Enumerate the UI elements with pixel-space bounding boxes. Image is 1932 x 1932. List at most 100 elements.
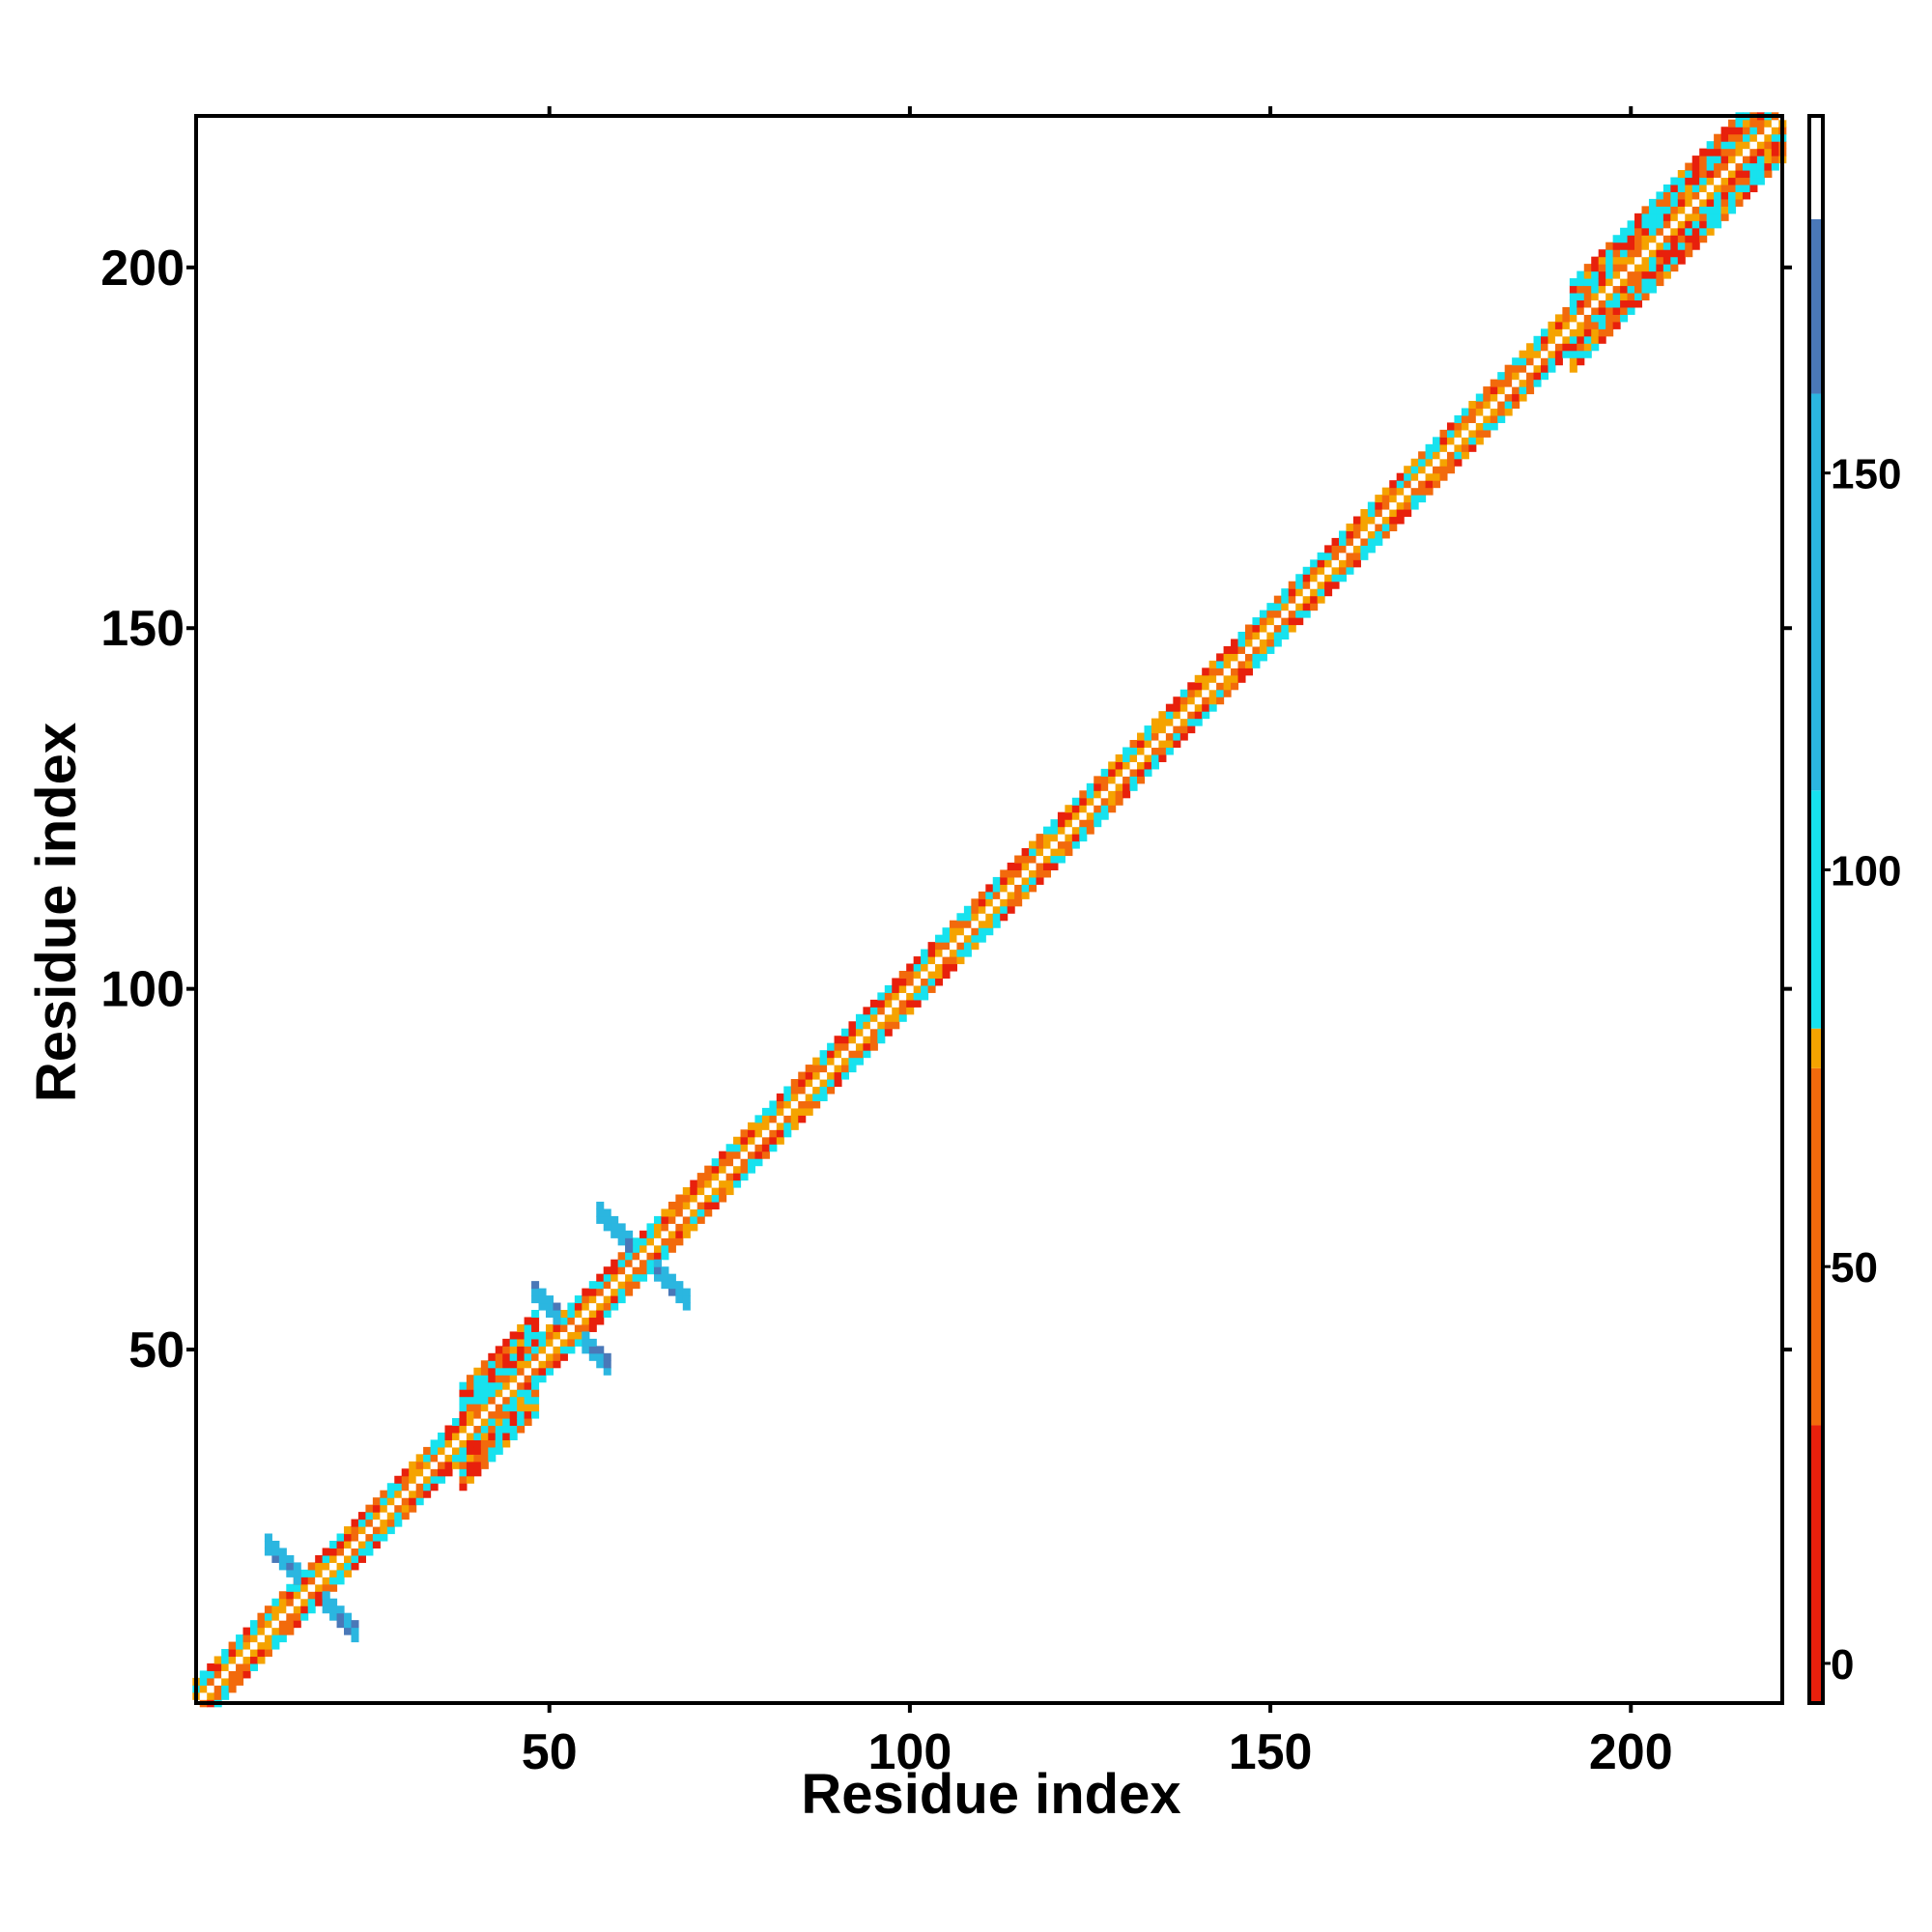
heatmap-cell (293, 1598, 301, 1606)
heatmap-cell (473, 1396, 482, 1405)
heatmap-cell (307, 1591, 316, 1600)
heatmap-cell (1691, 235, 1700, 243)
heatmap-cell (841, 1057, 850, 1065)
heatmap-cell (1706, 170, 1715, 179)
heatmap-cell (1208, 682, 1217, 691)
heatmap-cell (740, 1129, 749, 1138)
heatmap-cell (1771, 127, 1779, 135)
heatmap-cell (1699, 177, 1708, 185)
heatmap-cell (1483, 401, 1492, 410)
heatmap-cell (1641, 270, 1650, 279)
heatmap-cell (711, 1194, 720, 1203)
heatmap-cell (1223, 674, 1232, 683)
heatmap-cell (1100, 805, 1109, 813)
heatmap-cell (1461, 429, 1469, 438)
heatmap-cell (1728, 156, 1737, 164)
heatmap-cell (509, 1381, 518, 1390)
heatmap-cell (1648, 256, 1657, 265)
heatmap-cell (725, 1179, 734, 1188)
heatmap-cell (675, 1208, 684, 1217)
heatmap-cell (1728, 127, 1737, 135)
heatmap-cell (617, 1266, 626, 1275)
heatmap-cell (488, 1439, 497, 1448)
heatmap-feature-cell (329, 1605, 338, 1614)
heatmap-cell (1100, 797, 1109, 806)
heatmap-cell (221, 1649, 230, 1658)
heatmap-cell (1648, 227, 1657, 236)
heatmap-cell (357, 1554, 366, 1563)
heatmap-cell (776, 1115, 784, 1123)
heatmap-feature-cell (625, 1244, 634, 1253)
heatmap-cell (1100, 782, 1109, 791)
heatmap-feature-cell (271, 1540, 280, 1549)
heatmap-cell (329, 1554, 338, 1563)
heatmap-cell (1425, 472, 1434, 481)
heatmap-cell (538, 1352, 547, 1361)
heatmap-cell (1122, 768, 1131, 777)
heatmap-cell (1569, 285, 1577, 294)
heatmap-cell (300, 1612, 309, 1621)
heatmap-cell (848, 1050, 857, 1059)
heatmap-cell (1728, 148, 1737, 156)
heatmap-cell (747, 1151, 756, 1159)
heatmap-cell (798, 1107, 807, 1116)
heatmap-cell (949, 927, 957, 936)
heatmap-cell (1187, 696, 1196, 705)
heatmap-cell (394, 1504, 403, 1513)
heatmap-cell (336, 1577, 345, 1585)
heatmap-cell (1367, 501, 1376, 510)
heatmap-cell (1302, 588, 1311, 597)
heatmap-cell (473, 1404, 482, 1412)
heatmap-cell (286, 1620, 295, 1629)
heatmap-cell (372, 1540, 381, 1549)
heatmap-cell (740, 1144, 749, 1152)
heatmap-cell (365, 1548, 374, 1556)
heatmap-cell (1714, 162, 1722, 171)
heatmap-cell (632, 1259, 640, 1267)
colorbar-band (1809, 1067, 1823, 1426)
heatmap-cell (228, 1649, 237, 1658)
heatmap-cell (1244, 645, 1254, 654)
heatmap-cell (357, 1548, 366, 1556)
heatmap-cell (1158, 732, 1167, 741)
heatmap-cell (1396, 516, 1405, 525)
heatmap-cell (1504, 386, 1513, 395)
heatmap-cell (1057, 834, 1065, 842)
heatmap-cell (827, 1057, 836, 1065)
heatmap-cell (963, 913, 972, 922)
heatmap-cell (1591, 270, 1600, 279)
heatmap-cell (855, 1013, 864, 1022)
heatmap-cell (1634, 264, 1643, 272)
heatmap-cell (1677, 227, 1686, 236)
heatmap-cell (1612, 299, 1621, 308)
heatmap-cell (1735, 156, 1744, 164)
heatmap-cell (1468, 401, 1477, 410)
heatmap-cell (1007, 869, 1015, 878)
heatmap-cell (661, 1223, 669, 1232)
heatmap-feature-cell (682, 1288, 691, 1296)
heatmap-cell (1042, 869, 1052, 878)
heatmap-cell (1771, 119, 1779, 128)
heatmap-cell (546, 1323, 554, 1332)
heatmap-feature-cell (329, 1598, 338, 1606)
heatmap-cell (1324, 588, 1333, 597)
heatmap-cell (1677, 198, 1686, 207)
heatmap-cell (719, 1158, 727, 1167)
heatmap-cell (221, 1670, 230, 1679)
heatmap-feature-cell (661, 1273, 669, 1282)
heatmap-cell (1749, 119, 1758, 128)
heatmap-cell (1273, 631, 1282, 640)
heatmap-cell (1735, 119, 1744, 128)
colorbar-band (1809, 1028, 1823, 1068)
y-tick-label: 200 (100, 241, 185, 297)
heatmap-cell (451, 1461, 461, 1469)
heatmap-cell (769, 1129, 778, 1138)
heatmap-cell (271, 1634, 280, 1643)
heatmap-cell (1728, 119, 1737, 128)
heatmap-cell (293, 1612, 301, 1621)
heatmap-cell (1691, 156, 1700, 164)
heatmap-cell (1605, 292, 1614, 301)
heatmap-cell (863, 1007, 871, 1015)
heatmap-cell (733, 1158, 742, 1167)
heatmap-cell (711, 1165, 720, 1174)
